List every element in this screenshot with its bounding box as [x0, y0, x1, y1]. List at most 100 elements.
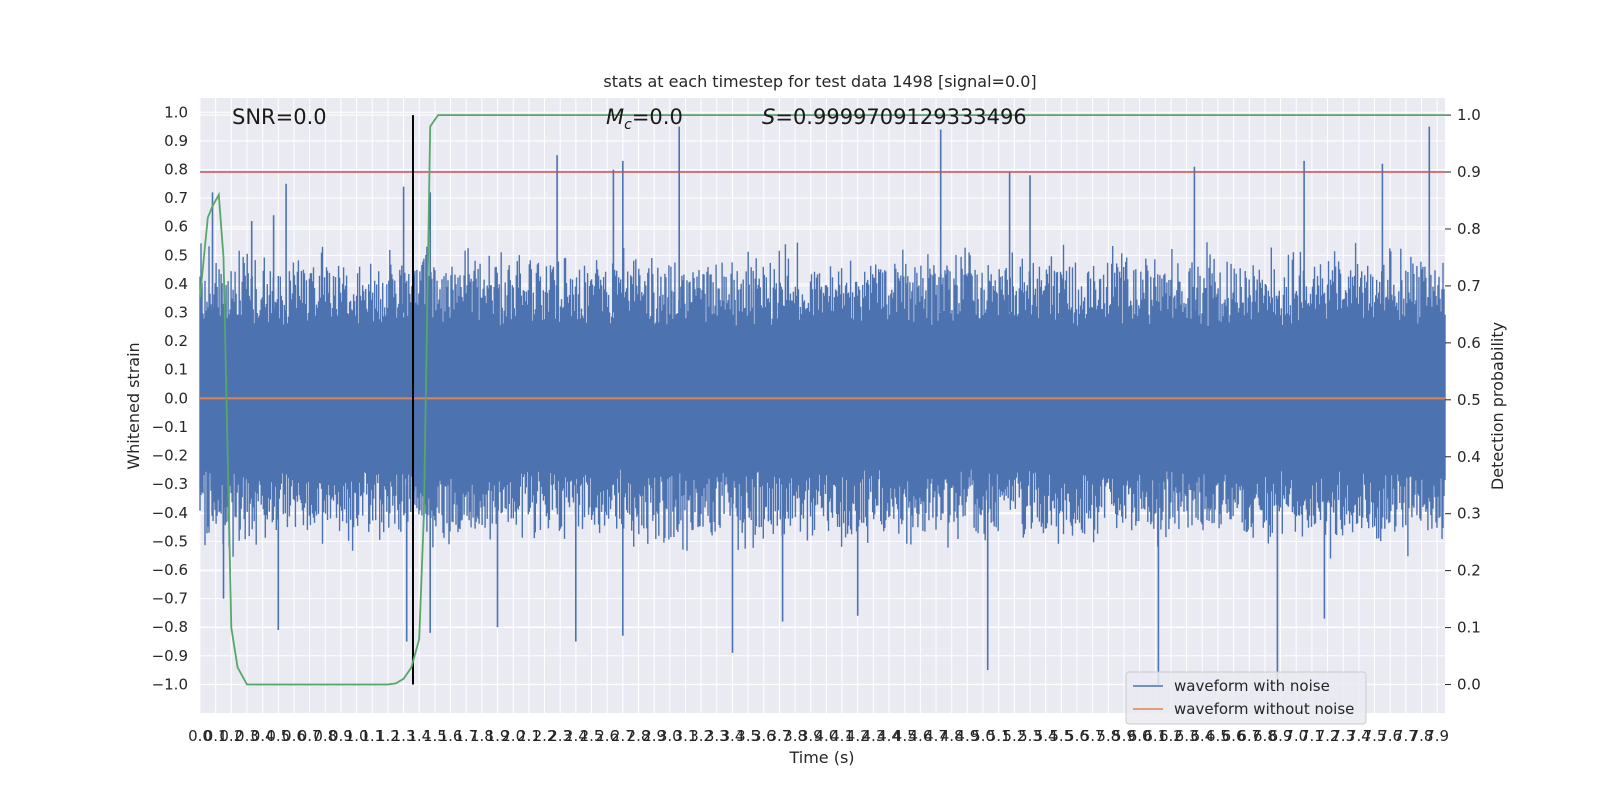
x-tick-label: 5.1 — [987, 727, 1011, 745]
y-tick-label: −0.1 — [152, 418, 188, 436]
y-tick-labels: −1.0 −0.9 −0.8 −0.7 −0.6 −0.5 −0.4 −0.3 −0.2 −0.1… — [152, 103, 188, 693]
x-tick-label: 0.6 — [282, 727, 306, 745]
y-tick-label: −0.8 — [152, 618, 188, 636]
x-tick-label: 6.2 — [1159, 727, 1183, 745]
x-tick-label: 5.3 — [1018, 727, 1042, 745]
x-tick-label: 6.9 — [1269, 727, 1293, 745]
y-right-tick-labels: 0.0 0.1 0.2 0.3 0.4 0.5 0.6 0.7 0.8 0.9 1.0 — [1445, 106, 1481, 694]
annotation-s-value: =0.9999709129333496 — [775, 105, 1026, 129]
x-tick-label: 3.7 — [768, 727, 792, 745]
x-tick-label: 5.6 — [1065, 727, 1089, 745]
y-axis-label: Whitened strain — [124, 342, 143, 469]
x-tick-label: 1.5 — [423, 727, 447, 745]
x-tick-label: 5.7 — [1081, 727, 1105, 745]
x-tick-label: 3.3 — [705, 727, 729, 745]
y-right-tick-label: 0.1 — [1457, 619, 1481, 637]
y-right-tick-label: 0.5 — [1457, 391, 1481, 409]
x-tick-label: 1.4 — [407, 727, 431, 745]
x-tick-label: 6.7 — [1237, 727, 1261, 745]
x-tick-label: 1.3 — [392, 727, 416, 745]
x-tick-label: 6.1 — [1143, 727, 1167, 745]
x-tick-label: 0.2 — [219, 727, 243, 745]
x-tick-label: 6.3 — [1175, 727, 1199, 745]
x-tick-label: 4.1 — [830, 727, 854, 745]
legend-box — [1125, 671, 1367, 725]
y-tick-label: −0.6 — [152, 561, 188, 579]
x-tick-label: 2.9 — [642, 727, 666, 745]
x-tick-label: 0.9 — [329, 727, 353, 745]
series-detection-probability — [199, 114, 1445, 686]
y-tick-label: 0.5 — [164, 246, 188, 264]
x-tick-label: 4.9 — [955, 727, 979, 745]
x-tick-label: 2.3 — [548, 727, 572, 745]
y-tick-label: 0.3 — [164, 304, 188, 322]
y-right-tick-label: 0.9 — [1457, 163, 1481, 181]
x-tick-label: 2.6 — [595, 727, 619, 745]
x-tick-label: 1.7 — [454, 727, 478, 745]
noise-spikes — [211, 126, 1431, 685]
x-tick-label: 1.6 — [439, 727, 463, 745]
x-tick-label: 6.4 — [1190, 727, 1214, 745]
y-tick-label: −0.2 — [152, 447, 188, 465]
x-tick-label: 0.5 — [266, 727, 290, 745]
x-tick-label: 7.5 — [1363, 727, 1387, 745]
x-tick-label: 4.2 — [846, 727, 870, 745]
y-tick-label: 0.7 — [164, 189, 188, 207]
legend-label-waveform-with-noise: waveform with noise — [1174, 677, 1330, 695]
legend-label-waveform-without-noise: waveform without noise — [1174, 700, 1354, 718]
y-right-tick-label: 0.0 — [1457, 676, 1481, 694]
x-tick-label: 3.2 — [689, 727, 713, 745]
series-waveform-with-noise — [199, 126, 1446, 685]
x-tick-label: 4.7 — [924, 727, 948, 745]
x-tick-label: 1.2 — [376, 727, 400, 745]
x-tick-label: 2.5 — [580, 727, 604, 745]
x-tick-label: 5.5 — [1049, 727, 1073, 745]
x-tick-label: 1.0 — [345, 727, 369, 745]
x-tick-label: 4.6 — [908, 727, 932, 745]
x-tick-label: 7.7 — [1394, 727, 1418, 745]
x-tick-label: 7.6 — [1378, 727, 1402, 745]
annotation-mc-value: =0.0 — [632, 105, 683, 129]
x-tick-label: 0.8 — [313, 727, 337, 745]
y-tick-label: −0.4 — [152, 504, 188, 522]
x-tick-labels: 0.00.10.20.30.40.50.60.70.80.91.01.11.21… — [188, 727, 1449, 745]
annotation-chirp-mass: Mc=0.0 — [606, 105, 683, 133]
x-tick-label: 3.6 — [752, 727, 776, 745]
x-tick-label: 7.2 — [1316, 727, 1340, 745]
x-tick-label: 6.6 — [1222, 727, 1246, 745]
y-tick-label: 1.0 — [164, 103, 188, 121]
y-tick-label: 0.9 — [164, 132, 188, 150]
annotation-s-symbol: S — [762, 105, 775, 129]
x-tick-label: 5.2 — [1002, 727, 1026, 745]
y-tick-label: −0.7 — [152, 590, 188, 608]
y-tick-label: −0.5 — [152, 532, 188, 550]
chart-marks — [199, 114, 1445, 686]
annotation-mc-symbol: M — [606, 105, 624, 129]
x-tick-label: 4.8 — [940, 727, 964, 745]
x-axis-label: Time (s) — [788, 748, 854, 767]
y-tick-label: 0.1 — [164, 361, 188, 379]
x-tick-label: 7.1 — [1300, 727, 1324, 745]
x-tick-label: 7.8 — [1410, 727, 1434, 745]
x-tick-label: 1.1 — [360, 727, 384, 745]
x-tick-label: 0.1 — [204, 727, 228, 745]
x-tick-label: 3.1 — [674, 727, 698, 745]
y-tick-label: 0.8 — [164, 161, 188, 179]
x-tick-label: 3.4 — [721, 727, 745, 745]
x-tick-label: 1.8 — [470, 727, 494, 745]
y-tick-label: −0.3 — [152, 475, 188, 493]
y-tick-label: 0.4 — [164, 275, 188, 293]
x-tick-label: 5.9 — [1112, 727, 1136, 745]
y-tick-label: 0.0 — [164, 389, 188, 407]
x-tick-label: 7.9 — [1425, 727, 1449, 745]
noise-trace — [199, 242, 1446, 559]
y-right-tick-label: 0.3 — [1457, 505, 1481, 523]
y-right-tick-label: 0.2 — [1457, 562, 1481, 580]
x-tick-label: 7.0 — [1284, 727, 1308, 745]
x-tick-label: 5.4 — [1034, 727, 1058, 745]
x-tick-label: 6.5 — [1206, 727, 1230, 745]
x-tick-label: 2.2 — [533, 727, 557, 745]
y-tick-label: 0.2 — [164, 332, 188, 350]
x-tick-label: 3.8 — [783, 727, 807, 745]
